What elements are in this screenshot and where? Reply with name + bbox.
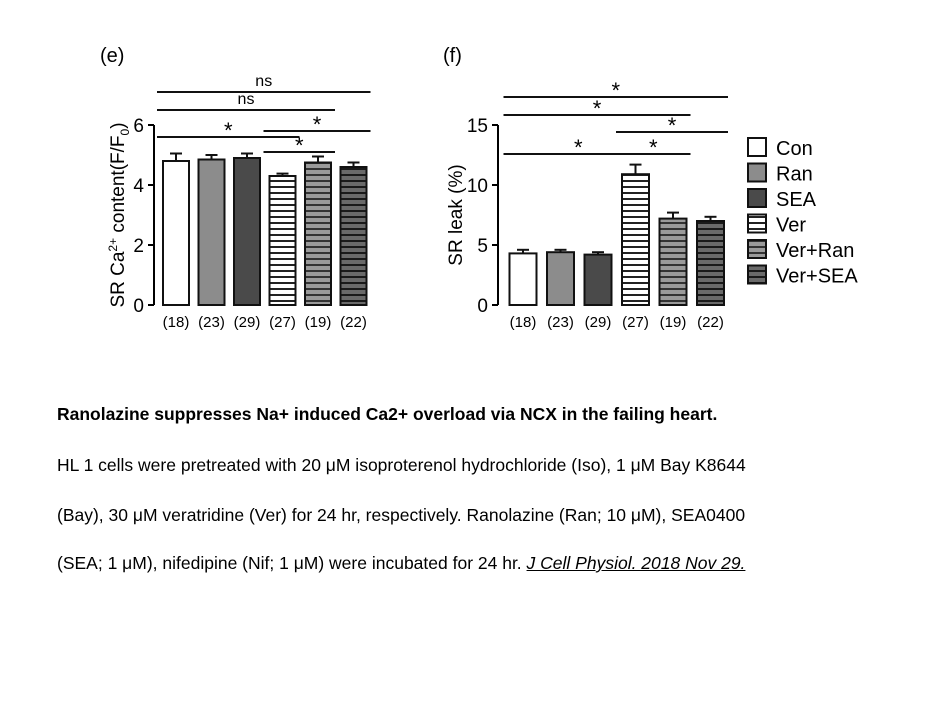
significance-label: *: [224, 118, 233, 143]
n-label: (29): [234, 314, 261, 331]
legend-swatch: [747, 188, 767, 208]
legend-label: SEA: [776, 189, 817, 211]
y-label-sup: 2+: [106, 238, 120, 252]
bar-ver-sea: [696, 220, 725, 306]
legend-swatch: [747, 137, 767, 157]
n-label: (22): [340, 314, 367, 331]
legend-swatch: [747, 213, 767, 234]
bar-ver: [621, 173, 650, 306]
y-tick-label: 15: [467, 116, 488, 137]
significance-label: *: [313, 112, 322, 137]
bar-sea: [583, 253, 613, 307]
y-label-part: ): [108, 122, 129, 128]
significance-label: ns: [255, 73, 272, 90]
y-tick-label: 0: [133, 296, 144, 317]
legend-label: Ran: [776, 164, 813, 186]
n-label: (27): [622, 314, 649, 331]
significance-label: ns: [238, 91, 255, 108]
n-label: (18): [163, 314, 190, 331]
significance-label: *: [574, 135, 583, 160]
legend-label: Con: [776, 138, 813, 160]
y-label-part: SR Ca: [108, 251, 129, 307]
bar-con: [508, 252, 538, 306]
n-label: (23): [198, 314, 225, 331]
n-label: (23): [547, 314, 574, 331]
bar-ver-ran: [304, 161, 332, 306]
n-label: (18): [510, 314, 537, 331]
legend-swatch: [747, 264, 767, 285]
caption-line-2: (Bay), 30 μM veratridine (Ver) for 24 hr…: [57, 505, 746, 525]
y-tick-label: 0: [477, 296, 488, 317]
y-tick-label: 5: [477, 236, 488, 257]
legend-label: Ver+SEA: [776, 266, 858, 288]
significance-label: *: [649, 135, 658, 160]
legend-swatch: [747, 162, 767, 183]
panel-label: (f): [443, 45, 462, 67]
y-tick-label: 2: [133, 236, 144, 257]
y-tick-label: 6: [133, 116, 144, 137]
y-tick-label: 4: [133, 176, 144, 197]
significance-label: *: [668, 113, 677, 138]
n-label: (19): [305, 314, 332, 331]
legend-label: Ver: [776, 215, 806, 237]
significance-label: *: [295, 133, 304, 158]
y-tick-label: 10: [467, 176, 488, 197]
bar-ver-sea: [339, 166, 368, 306]
y-label-sub: 0: [118, 128, 132, 135]
significance-label: *: [593, 96, 602, 121]
bar-ver-ran: [658, 217, 688, 307]
n-label: (27): [269, 314, 296, 331]
bar-ran: [546, 251, 575, 306]
significance-label: *: [611, 78, 620, 103]
y-label-part: content(F/F: [108, 135, 129, 237]
caption-title: Ranolazine suppresses Na+ induced Ca2+ o…: [57, 404, 718, 424]
y-axis-label: SR Ca2+ content(F/F0): [106, 122, 132, 307]
caption-line-1: HL 1 cells were pretreated with 20 μM is…: [57, 455, 746, 475]
bar-ran: [197, 158, 226, 306]
bar-ver: [268, 175, 297, 306]
bar-sea: [233, 157, 261, 306]
legend: Con Ran SEA Ver Ver+Ran Ver+SEA: [747, 137, 858, 288]
citation-link[interactable]: J Cell Physiol. 2018 Nov 29.: [526, 553, 746, 573]
n-label: (29): [585, 314, 612, 331]
bar-con: [162, 160, 190, 306]
panel-f: (f) 0 5 10 15 SR leak (%) (18) (23) (29) (27) (19)…: [443, 45, 728, 331]
y-axis-label: SR leak (%): [446, 164, 467, 265]
caption-line-3-text: (SEA; 1 μM), nifedipine (Nif; 1 μM) were…: [57, 553, 522, 573]
panel-label: (e): [100, 45, 124, 67]
legend-swatch: [747, 239, 767, 259]
legend-label: Ver+Ran: [776, 240, 854, 262]
caption-line-3: (SEA; 1 μM), nifedipine (Nif; 1 μM) were…: [57, 553, 927, 574]
n-label: (19): [660, 314, 687, 331]
n-label: (22): [697, 314, 724, 331]
